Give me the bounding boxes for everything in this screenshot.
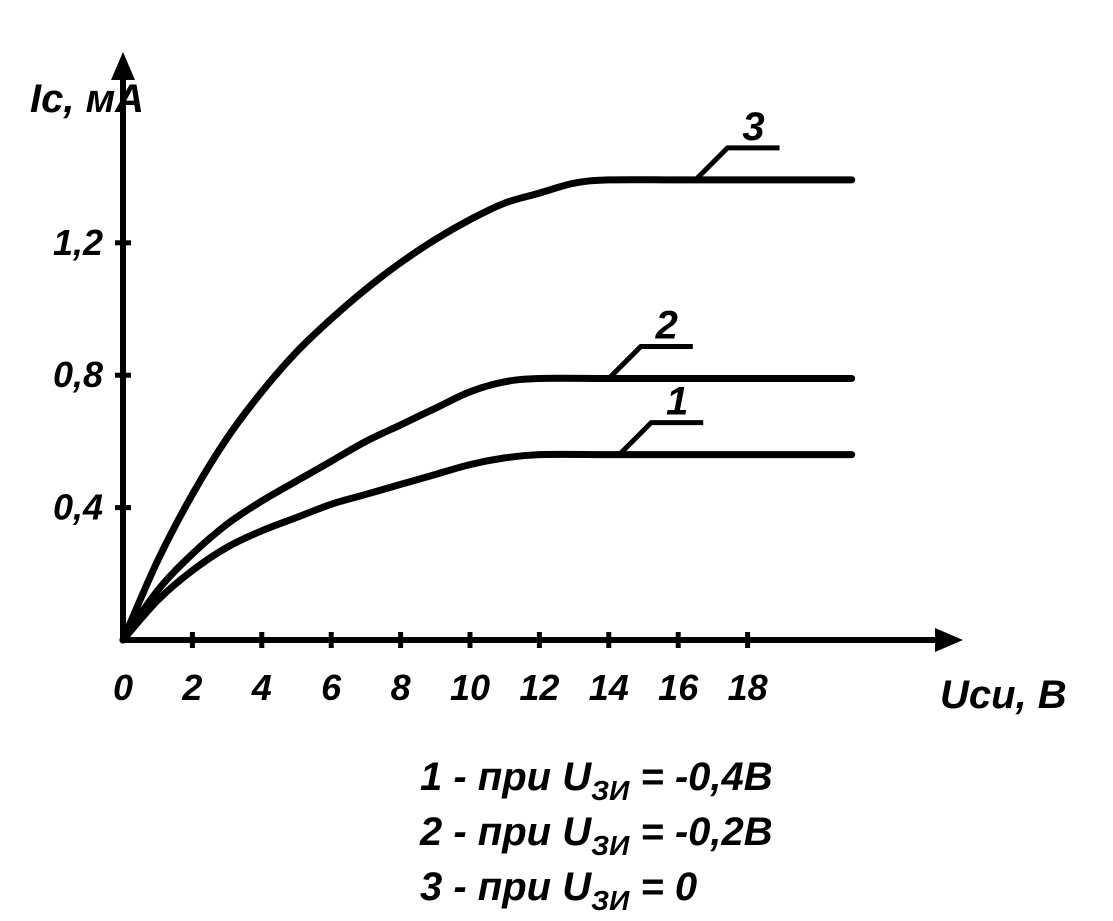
y-tick-label: 0,8 — [53, 354, 103, 395]
series-1-leader — [617, 420, 704, 457]
series-2-leader — [607, 344, 693, 381]
y-ticks: 0,4 0,8 1,2 — [53, 222, 131, 528]
x-axis-arrow-icon — [935, 628, 963, 652]
legend-prefix: 1 - при U — [420, 755, 592, 799]
legend-value: = 0 — [629, 865, 697, 909]
x-tick-label: 16 — [658, 667, 699, 708]
x-tick-label: 12 — [519, 667, 559, 708]
series-2-line — [119, 374, 856, 644]
curves — [119, 176, 856, 644]
legend-row-2: 2 - при UЗИ = -0,2В — [419, 810, 773, 861]
series-1-line — [119, 450, 856, 644]
legend-subscript: ЗИ — [591, 775, 630, 806]
series-3-label: 3 — [742, 105, 764, 149]
curve-labels: 1 2 3 — [607, 105, 780, 457]
legend-row-3: 3 - при UЗИ = 0 — [420, 865, 697, 916]
legend-subscript: ЗИ — [591, 830, 630, 861]
legend-prefix: 3 - при U — [420, 865, 592, 909]
y-tick-label: 1,2 — [53, 222, 103, 263]
legend: 1 - при UЗИ = -0,4В2 - при UЗИ = -0,2В3 … — [419, 755, 773, 916]
x-tick-label: 6 — [321, 667, 342, 708]
y-axis-arrow-icon — [111, 52, 135, 80]
y-tick-label: 0,4 — [53, 487, 103, 528]
x-axis-label: Uси, В — [940, 673, 1067, 717]
axes — [111, 52, 963, 652]
legend-prefix: 2 - при U — [419, 810, 592, 854]
x-tick-label: 8 — [391, 667, 411, 708]
y-axis-label: Iс, мА — [30, 77, 144, 121]
x-tick-label: 0 — [113, 667, 133, 708]
x-tick-label: 2 — [181, 667, 202, 708]
x-ticks: 0 2 4 6 8 10 12 14 16 18 — [113, 632, 768, 708]
series-3-line — [119, 176, 856, 644]
legend-value: = -0,4В — [629, 755, 772, 799]
series-2-label: 2 — [655, 304, 678, 348]
x-tick-label: 10 — [450, 667, 490, 708]
legend-value: = -0,2В — [629, 810, 772, 854]
legend-row-1: 1 - при UЗИ = -0,4В — [420, 755, 773, 806]
x-tick-label: 14 — [589, 667, 629, 708]
x-tick-label: 4 — [251, 667, 272, 708]
series-1-label: 1 — [666, 380, 688, 424]
series-3-leader — [693, 145, 780, 182]
legend-subscript: ЗИ — [591, 885, 630, 916]
x-tick-label: 18 — [728, 667, 768, 708]
